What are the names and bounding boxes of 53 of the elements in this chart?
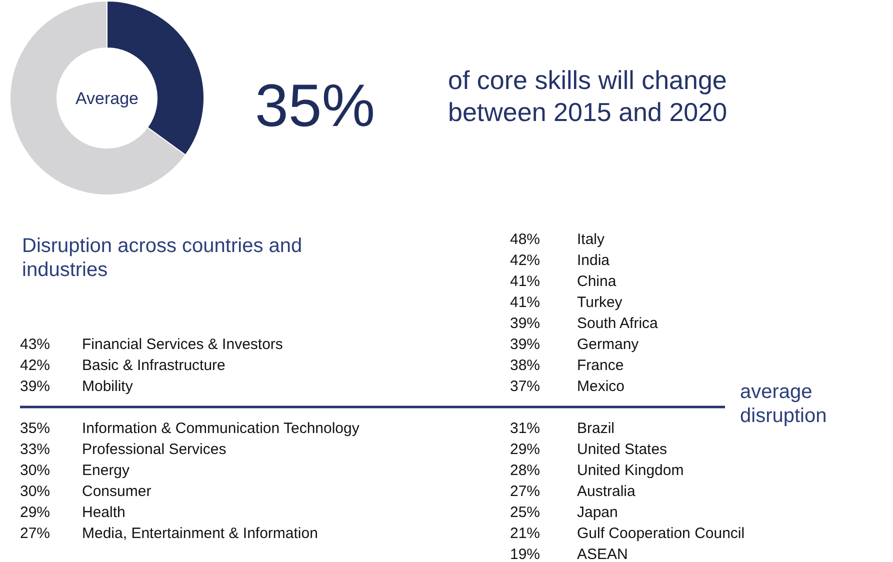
category-label: Turkey — [577, 294, 623, 311]
data-label: 42% — [20, 357, 50, 374]
data-label: 28% — [510, 462, 540, 479]
data-label: 48% — [510, 231, 540, 248]
category-label: Australia — [577, 483, 636, 500]
data-label: 41% — [510, 294, 540, 311]
data-label: 39% — [510, 336, 540, 353]
data-label: 30% — [20, 462, 50, 479]
category-label: Consumer — [82, 483, 152, 500]
category-label: Health — [82, 504, 126, 521]
data-label: 29% — [510, 441, 540, 458]
text: of core skills will change between 2015 and 2020 — [448, 65, 728, 127]
data-label: 27% — [510, 483, 540, 500]
category-label: Japan — [577, 504, 618, 521]
text: Average — [75, 89, 139, 108]
category-label: Brazil — [577, 420, 615, 437]
category-label: Germany — [577, 336, 640, 353]
data-label: 33% — [20, 441, 50, 458]
data-label: 37% — [510, 378, 540, 395]
category-label: ASEAN — [577, 546, 628, 562]
data-label: 35% — [20, 420, 50, 437]
category-label: South Africa — [577, 315, 659, 332]
category-label: China — [577, 273, 617, 290]
data-label: 29% — [20, 504, 50, 521]
category-label: Mobility — [82, 378, 134, 395]
data-label: 41% — [510, 273, 540, 290]
category-label: Basic & Infrastructure — [82, 357, 226, 374]
category-label: United States — [577, 441, 668, 458]
text: Disruption across countries and industries — [22, 235, 302, 281]
category-label: Mexico — [577, 378, 625, 395]
category-label: Information & Communication Technology — [82, 420, 360, 437]
text: average disruption — [740, 381, 827, 427]
data-label: 27% — [20, 525, 50, 542]
category-label: India — [577, 252, 610, 269]
data-label: 35% — [255, 72, 376, 139]
category-label: Gulf Cooperation Council — [577, 525, 745, 542]
data-label: 31% — [510, 420, 540, 437]
category-label: Italy — [577, 231, 606, 248]
data-label: 38% — [510, 357, 540, 374]
category-label: United Kingdom — [577, 462, 684, 479]
category-label: Energy — [82, 462, 130, 479]
data-label: 39% — [510, 315, 540, 332]
data-label: 43% — [20, 336, 50, 353]
category-label: Media, Entertainment & Information — [82, 525, 318, 542]
data-label: 39% — [20, 378, 50, 395]
data-label: 19% — [510, 546, 540, 562]
data-label: 42% — [510, 252, 540, 269]
category-label: France — [577, 357, 624, 374]
data-label: 21% — [510, 525, 540, 542]
data-label: 25% — [510, 504, 540, 521]
category-label: Professional Services — [82, 441, 226, 458]
category-label: Financial Services & Investors — [82, 336, 283, 353]
data-label: 30% — [20, 483, 50, 500]
